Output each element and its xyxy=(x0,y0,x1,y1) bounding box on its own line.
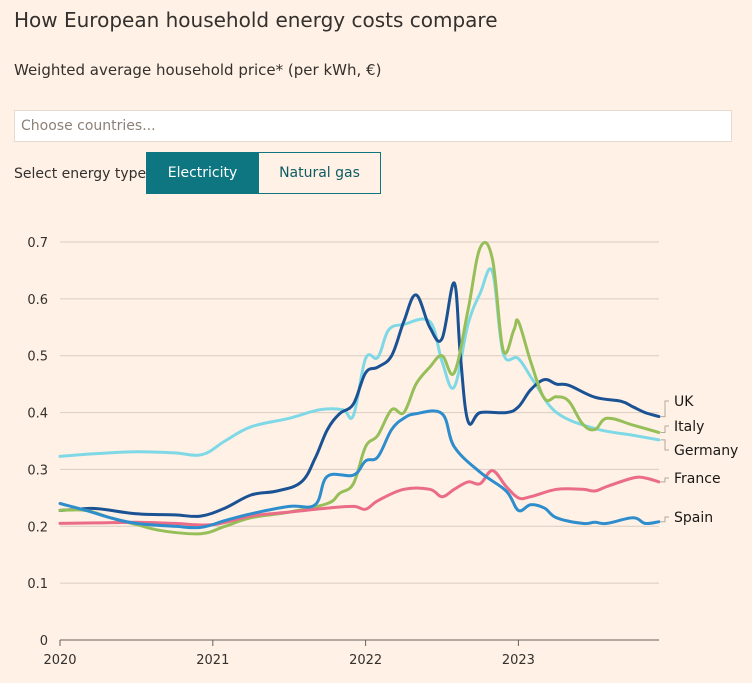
series-line-uk xyxy=(58,281,661,518)
label-connector-spain xyxy=(661,516,669,523)
energy-type-label: Select energy type: xyxy=(14,166,151,182)
x-tick-label: 2021 xyxy=(196,653,229,668)
y-tick-label: 0.1 xyxy=(27,577,48,592)
chart-subtitle: Weighted average household price* (per k… xyxy=(14,61,382,79)
y-tick-label: 0.3 xyxy=(27,463,48,478)
end-label-france: France xyxy=(674,471,721,487)
label-connector-germany xyxy=(661,439,669,451)
end-label-uk: UK xyxy=(674,394,694,410)
label-connector-uk xyxy=(661,400,669,418)
label-connector-france xyxy=(661,477,669,483)
y-tick-label: 0.5 xyxy=(27,350,48,365)
y-tick-label: 0.2 xyxy=(27,520,48,535)
series-line-spain xyxy=(58,409,661,530)
country-search-box[interactable] xyxy=(14,110,732,142)
y-tick-label: 0.6 xyxy=(27,293,48,308)
chart-grid xyxy=(59,241,659,646)
end-label-italy: Italy xyxy=(674,419,704,435)
price-line-chart: 0 0.1 0.2 0.3 0.4 0.5 0.6 0.7 2020 2021 2022 2023 U… xyxy=(27,236,738,668)
y-tick-label: 0.7 xyxy=(27,236,48,251)
chart-series-lines xyxy=(58,240,661,536)
chart-title: How European household energy costs comp… xyxy=(14,8,498,32)
label-connector-italy xyxy=(661,425,669,433)
series-line-france xyxy=(58,469,661,527)
end-label-spain: Spain xyxy=(674,510,713,526)
end-label-germany: Germany xyxy=(674,443,738,459)
country-search-input[interactable] xyxy=(15,111,731,141)
chart-end-labels: UK Italy Germany France Spain xyxy=(661,394,738,526)
y-tick-label: 0.4 xyxy=(27,407,48,422)
x-tick-label: 2023 xyxy=(502,653,535,668)
x-tick-label: 2022 xyxy=(349,653,382,668)
x-tick-label: 2020 xyxy=(43,653,76,668)
chart-axis-labels: 0 0.1 0.2 0.3 0.4 0.5 0.6 0.7 2020 2021 2022 2023 xyxy=(27,236,535,668)
series-line-germany xyxy=(58,267,661,458)
natural-gas-button[interactable]: Natural gas xyxy=(258,152,381,194)
y-tick-label: 0 xyxy=(40,634,48,649)
electricity-button[interactable]: Electricity xyxy=(146,152,259,194)
series-line-italy xyxy=(58,240,661,536)
